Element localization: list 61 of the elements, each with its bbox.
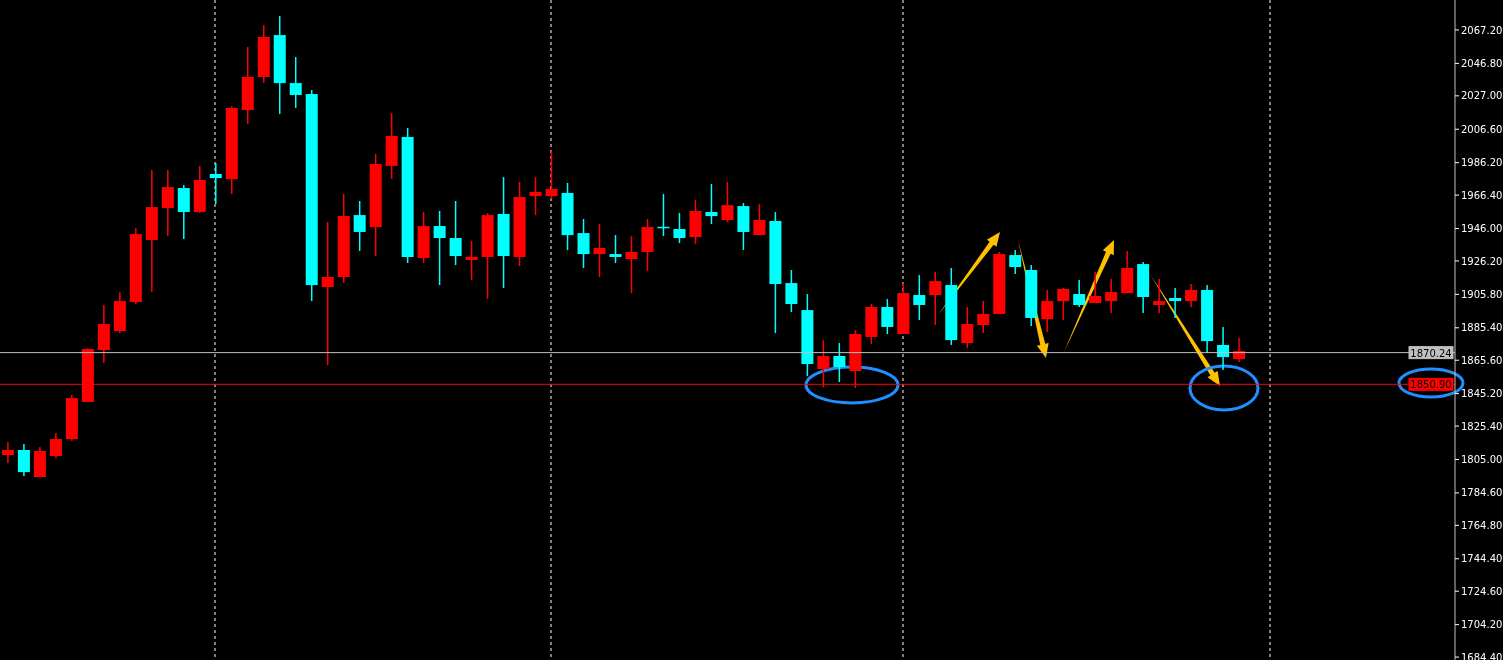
y-tick-label: 1986.20 bbox=[1461, 157, 1503, 169]
candlestick bbox=[177, 184, 190, 240]
candlestick bbox=[609, 234, 622, 264]
candlestick bbox=[289, 56, 302, 109]
candlestick bbox=[1217, 326, 1230, 371]
candlestick bbox=[593, 223, 606, 278]
candlestick bbox=[1057, 287, 1070, 321]
candlestick bbox=[929, 271, 942, 326]
candlestick bbox=[545, 150, 558, 200]
y-tick-label: 1684.40 bbox=[1461, 651, 1503, 660]
y-tick-label: 1966.40 bbox=[1461, 189, 1503, 201]
candlestick bbox=[161, 169, 174, 237]
candlestick bbox=[1009, 249, 1022, 275]
candlestick bbox=[881, 298, 894, 335]
y-tick-label: 1704.20 bbox=[1461, 619, 1503, 631]
candlestick bbox=[977, 300, 990, 334]
ref-line-label: 1850.90 bbox=[1410, 379, 1452, 391]
candlestick bbox=[913, 274, 926, 321]
y-tick-label: 1744.40 bbox=[1461, 553, 1503, 565]
candlestick bbox=[721, 181, 734, 223]
y-tick-label: 2046.80 bbox=[1461, 57, 1503, 69]
y-tick-label: 1845.20 bbox=[1461, 388, 1503, 400]
candlestick bbox=[1089, 271, 1102, 304]
candlestick bbox=[705, 183, 718, 225]
candlestick bbox=[753, 203, 766, 236]
y-tick-label: 1926.20 bbox=[1461, 255, 1503, 267]
y-tick-label: 1724.60 bbox=[1461, 585, 1503, 597]
candlestick bbox=[673, 212, 686, 244]
ref-line-label: 1870.24 bbox=[1410, 347, 1452, 359]
candlestick bbox=[1, 441, 14, 464]
y-tick-label: 2027.00 bbox=[1461, 90, 1503, 102]
y-tick-label: 1865.60 bbox=[1461, 354, 1503, 366]
candlestick bbox=[961, 306, 974, 349]
y-tick-label: 1805.00 bbox=[1461, 454, 1503, 466]
y-tick-label: 1784.60 bbox=[1461, 487, 1503, 499]
candlestick bbox=[465, 240, 478, 281]
candlestick bbox=[785, 269, 798, 313]
y-tick-label: 1905.80 bbox=[1461, 288, 1503, 300]
candlestick bbox=[625, 235, 638, 294]
candlestick bbox=[433, 210, 446, 286]
candlestick bbox=[577, 218, 590, 269]
candlestick bbox=[449, 200, 462, 266]
candlestick bbox=[209, 162, 222, 205]
candlestick bbox=[1169, 287, 1182, 319]
y-tick-label: 2006.60 bbox=[1461, 123, 1503, 135]
candlestick bbox=[833, 342, 846, 383]
candlestick bbox=[353, 200, 366, 252]
candlestick bbox=[1073, 279, 1086, 308]
candlestick bbox=[321, 221, 334, 366]
y-tick-label: 1885.40 bbox=[1461, 322, 1503, 334]
candlestick bbox=[1041, 289, 1054, 333]
y-tick-label: 2067.20 bbox=[1461, 24, 1503, 36]
candlestick bbox=[1153, 278, 1166, 314]
candlestick bbox=[1105, 278, 1118, 314]
candlestick bbox=[49, 432, 62, 459]
candlestick bbox=[17, 443, 30, 477]
y-tick-label: 1825.40 bbox=[1461, 420, 1503, 432]
y-tick-label: 1764.80 bbox=[1461, 519, 1503, 531]
candlestick bbox=[529, 176, 542, 216]
candlestick bbox=[1185, 283, 1198, 308]
y-tick-label: 1946.00 bbox=[1461, 223, 1503, 235]
